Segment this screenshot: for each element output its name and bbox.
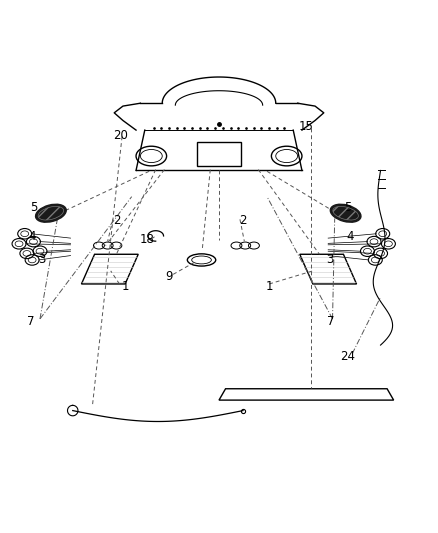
Text: 5: 5 [344, 201, 351, 214]
Text: 3: 3 [39, 254, 46, 266]
Text: 18: 18 [140, 233, 155, 246]
Text: 2: 2 [113, 214, 120, 227]
Text: 2: 2 [239, 214, 247, 227]
Text: 1: 1 [121, 280, 129, 293]
Text: 7: 7 [27, 314, 34, 328]
Text: 15: 15 [299, 120, 314, 133]
Text: 9: 9 [165, 270, 173, 282]
Text: 5: 5 [30, 201, 37, 214]
Text: 3: 3 [327, 254, 334, 266]
Text: 24: 24 [340, 350, 355, 362]
Text: 7: 7 [327, 314, 334, 328]
Ellipse shape [35, 204, 66, 222]
Text: 4: 4 [346, 230, 354, 243]
Text: 20: 20 [113, 129, 128, 142]
Text: 1: 1 [265, 280, 273, 293]
Ellipse shape [330, 204, 361, 222]
Text: 4: 4 [28, 230, 36, 243]
